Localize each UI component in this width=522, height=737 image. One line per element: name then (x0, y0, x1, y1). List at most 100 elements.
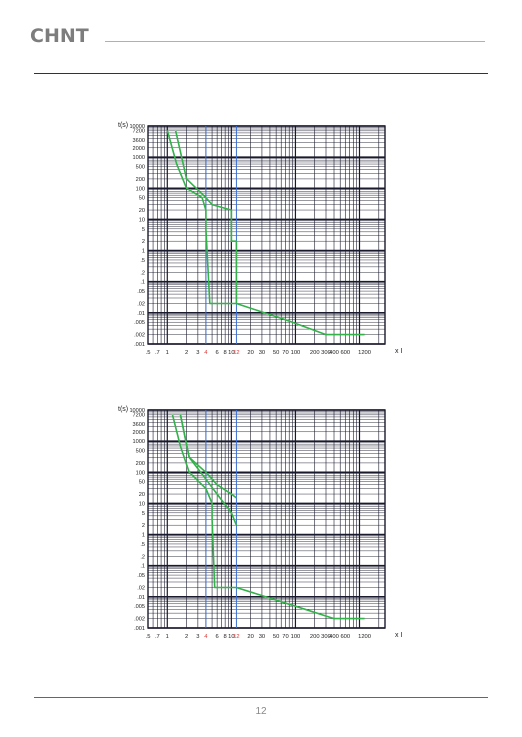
y-tick-label: .005 (134, 320, 145, 326)
y-tick-label: 10 (139, 501, 145, 507)
y-tick-label: 1000 (133, 439, 145, 445)
x-tick-label: .5 (146, 634, 151, 640)
x-tick-label: 1 (166, 634, 169, 640)
x-tick-label: 1200 (358, 634, 371, 640)
y-tick-label: 10000 (129, 124, 145, 130)
y-tick-label: 100 (136, 470, 145, 476)
x-axis-label: x I (395, 632, 402, 639)
x-tick-label: 50 (273, 634, 279, 640)
series-line-0 (166, 130, 365, 336)
y-tick-label: .001 (134, 342, 145, 348)
x-tick-label: .7 (155, 634, 160, 640)
x-tick-label: 4 (204, 634, 208, 640)
x-tick-label: 3 (196, 350, 199, 356)
y-tick-label: 5 (142, 511, 145, 517)
y-tick-label: .002 (134, 617, 145, 623)
top-divider (34, 73, 488, 74)
x-tick-label: 50 (273, 350, 279, 356)
x-tick-label: 12 (233, 350, 239, 356)
y-tick-label: 2000 (133, 430, 145, 436)
y-tick-label: 200 (136, 177, 145, 183)
y-tick-label: .02 (137, 301, 145, 307)
x-tick-label: 2 (185, 634, 188, 640)
x-axis-label: x I (395, 348, 402, 355)
x-tick-label: 400 (329, 634, 339, 640)
y-tick-label: .2 (140, 270, 145, 276)
y-tick-label: .02 (137, 585, 145, 591)
y-axis-label: t(s) (118, 122, 128, 129)
y-axis-label: t(s) (118, 406, 128, 413)
y-tick-label: .5 (140, 542, 145, 548)
chint-logo: CHNT (30, 25, 89, 47)
x-tick-label: 300 (321, 350, 331, 356)
x-tick-label: 20 (247, 350, 253, 356)
y-tick-label: 500 (136, 449, 145, 455)
x-tick-label: 200 (310, 350, 320, 356)
y-tick-label: 200 (136, 461, 145, 467)
y-tick-label: .5 (140, 258, 145, 264)
y-tick-label: .005 (134, 604, 145, 610)
y-tick-label: 1 (142, 249, 145, 255)
x-tick-label: 100 (291, 350, 301, 356)
x-tick-label: 1200 (358, 350, 371, 356)
x-tick-label: 600 (340, 634, 350, 640)
y-tick-label: 7200 (133, 128, 145, 134)
x-tick-label: 4 (204, 350, 208, 356)
y-tick-label: 20 (139, 208, 145, 214)
y-tick-label: 50 (139, 196, 145, 202)
x-tick-label: 400 (329, 350, 339, 356)
series-line-0 (171, 414, 365, 620)
x-tick-label: 6 (216, 350, 219, 356)
y-tick-label: .01 (137, 595, 145, 601)
y-tick-label: 7200 (133, 412, 145, 418)
y-tick-label: 100 (136, 186, 145, 192)
y-tick-label: 3600 (133, 138, 145, 144)
x-tick-label: .7 (155, 350, 160, 356)
x-tick-label: 600 (340, 350, 350, 356)
y-tick-label: .001 (134, 626, 145, 632)
y-tick-label: 10000 (129, 408, 145, 414)
y-tick-label: 2000 (133, 146, 145, 152)
x-tick-label: 30 (259, 634, 265, 640)
page-number: 12 (255, 706, 267, 717)
y-tick-label: 1000 (133, 155, 145, 161)
x-tick-label: 300 (321, 634, 331, 640)
header-line (105, 41, 485, 42)
y-tick-label: .01 (137, 311, 145, 317)
x-tick-label: 6 (216, 634, 219, 640)
y-tick-label: .05 (137, 573, 145, 579)
x-tick-label: 70 (282, 350, 288, 356)
x-tick-label: 30 (259, 350, 265, 356)
x-tick-label: 8 (224, 634, 227, 640)
series-line-2 (179, 414, 237, 499)
y-tick-label: .2 (140, 554, 145, 560)
x-tick-label: 10 (228, 634, 234, 640)
y-tick-label: 500 (136, 165, 145, 171)
x-tick-label: 70 (282, 634, 288, 640)
bottom-divider (34, 697, 488, 698)
y-tick-label: 20 (139, 492, 145, 498)
x-tick-label: 3 (196, 634, 199, 640)
y-tick-label: .1 (140, 564, 145, 570)
y-tick-label: 5 (142, 227, 145, 233)
y-tick-label: 10 (139, 217, 145, 223)
x-tick-label: 20 (247, 634, 253, 640)
y-tick-label: 2 (142, 523, 145, 529)
y-tick-label: .05 (137, 289, 145, 295)
x-tick-label: 200 (310, 634, 320, 640)
x-tick-label: 12 (233, 634, 239, 640)
x-tick-label: 1 (166, 350, 169, 356)
x-tick-label: .5 (146, 350, 151, 356)
x-tick-label: 8 (224, 350, 227, 356)
y-tick-label: 3600 (133, 422, 145, 428)
y-tick-label: .002 (134, 333, 145, 339)
series-line-1 (174, 130, 238, 304)
y-tick-label: 2 (142, 239, 145, 245)
x-tick-label: 100 (291, 634, 301, 640)
y-tick-label: .1 (140, 280, 145, 286)
x-tick-label: 10 (228, 350, 234, 356)
y-tick-label: 1 (142, 533, 145, 539)
x-tick-label: 2 (185, 350, 188, 356)
y-tick-label: 50 (139, 480, 145, 486)
